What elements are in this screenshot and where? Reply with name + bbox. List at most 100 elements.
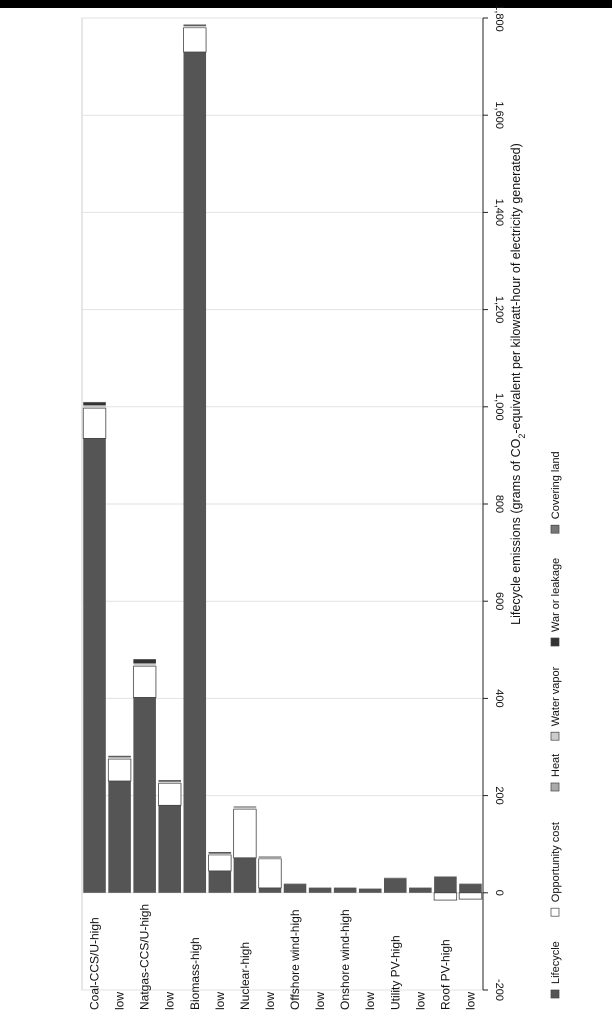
bar-segment <box>433 892 458 901</box>
bar-segment <box>358 888 382 893</box>
bar-segment <box>258 856 282 857</box>
bar-segment <box>233 806 257 807</box>
bar-segment <box>258 858 282 889</box>
bar-segment <box>158 780 181 782</box>
bar-segment <box>233 857 257 893</box>
category-label: low <box>113 992 127 1010</box>
bar-segment <box>208 854 232 855</box>
bar-segment <box>208 854 232 872</box>
bar-segment <box>358 888 382 889</box>
bar-segment <box>459 884 482 893</box>
legend-label: Lifecycle <box>550 941 562 984</box>
legend-label: War or leakage <box>550 558 562 632</box>
bar-segment <box>183 27 207 53</box>
category-label: low <box>213 992 227 1010</box>
bar-segment <box>83 405 106 408</box>
bar-segment <box>108 781 131 893</box>
bar-segment <box>133 665 156 667</box>
bar-segment <box>434 876 457 893</box>
bar-segment <box>233 808 257 810</box>
bar-segment <box>308 887 332 893</box>
category-label: low <box>413 992 427 1010</box>
bar-segment <box>233 806 257 808</box>
bar-segment <box>459 883 482 885</box>
top-edge-bar <box>0 0 612 8</box>
category-label: low <box>463 992 477 1010</box>
tick-label: 200 <box>493 786 505 804</box>
bar-segment <box>108 757 131 759</box>
legend-label: Covering land <box>550 451 562 519</box>
legend-swatch <box>550 782 560 792</box>
bar-segment <box>133 659 156 660</box>
tick-label: 400 <box>493 689 505 707</box>
legend-swatch <box>550 524 560 534</box>
category-label: Offshore wind-high <box>288 910 302 1011</box>
category-label: Nuclear-high <box>238 942 252 1010</box>
legend-swatch <box>550 637 560 647</box>
category-label: low <box>363 992 377 1010</box>
bar-segment <box>333 887 357 893</box>
tick-label: 800 <box>493 495 505 513</box>
bar-segment <box>108 755 131 757</box>
bar-segment <box>83 402 106 406</box>
legend-swatch <box>550 989 560 999</box>
bar-segment <box>258 887 282 893</box>
tick-label: -200 <box>493 979 505 1001</box>
bar-segment <box>183 24 207 25</box>
tick-label: 1,400 <box>493 199 505 227</box>
category-label: low <box>163 992 177 1010</box>
bar-segment <box>82 407 107 439</box>
bar-segment <box>183 25 207 28</box>
bar-segment <box>384 877 407 879</box>
category-label: Biomass-high <box>188 937 202 1010</box>
bar-segment <box>108 758 131 760</box>
category-label: Utility PV-high <box>388 935 402 1010</box>
bar-segment <box>107 758 132 782</box>
legend-swatch <box>550 907 560 917</box>
bar-segment <box>333 887 357 888</box>
category-label: Roof PV-high <box>438 939 452 1010</box>
bar-segment <box>158 781 181 783</box>
bar-segment <box>434 876 457 877</box>
bar-segment <box>83 438 106 893</box>
bar-segment <box>283 884 307 893</box>
tick-label: 1,000 <box>493 393 505 421</box>
bar-segment <box>409 887 432 888</box>
bar-segment <box>133 697 156 893</box>
tick-label: 1,200 <box>493 296 505 324</box>
legend-label: Water vapor <box>550 666 562 726</box>
bar-segment <box>108 756 131 758</box>
category-label: low <box>263 992 277 1010</box>
legend-label: Opportunity cost <box>550 822 562 902</box>
category-label: Natgas-CCS/U-high <box>138 904 152 1010</box>
bar-segment <box>183 27 207 28</box>
bar-segment <box>409 887 432 893</box>
tick-label: 0 <box>493 890 505 896</box>
bar-segment <box>83 401 106 403</box>
tick-label: 600 <box>493 592 505 610</box>
bar-segment <box>183 24 207 26</box>
bar-segment <box>83 407 106 409</box>
category-label: low <box>313 992 327 1010</box>
bar-segment <box>283 883 307 885</box>
bar-segment <box>158 783 182 806</box>
category-label: Coal-CCS/U-high <box>88 917 102 1010</box>
bar-segment <box>208 853 232 855</box>
bar-segment <box>258 857 282 859</box>
bar-segment <box>308 887 332 888</box>
tick-label: 1,800 <box>493 4 505 32</box>
tick-label: 1,600 <box>493 101 505 129</box>
bar-segment <box>458 892 483 900</box>
bar-segment <box>258 856 282 858</box>
axis-title: Lifecycle emissions (grams of CO2-equiva… <box>509 143 527 625</box>
category-label: Onshore wind-high <box>338 909 352 1010</box>
bar-segment <box>233 807 257 809</box>
bar-segment <box>158 780 181 781</box>
bar-segment <box>158 782 181 784</box>
bar-segment <box>133 663 156 666</box>
bar-segment <box>132 665 157 698</box>
bar-segment <box>233 808 257 859</box>
bar-segment <box>183 52 207 893</box>
bar-segment <box>384 878 407 893</box>
